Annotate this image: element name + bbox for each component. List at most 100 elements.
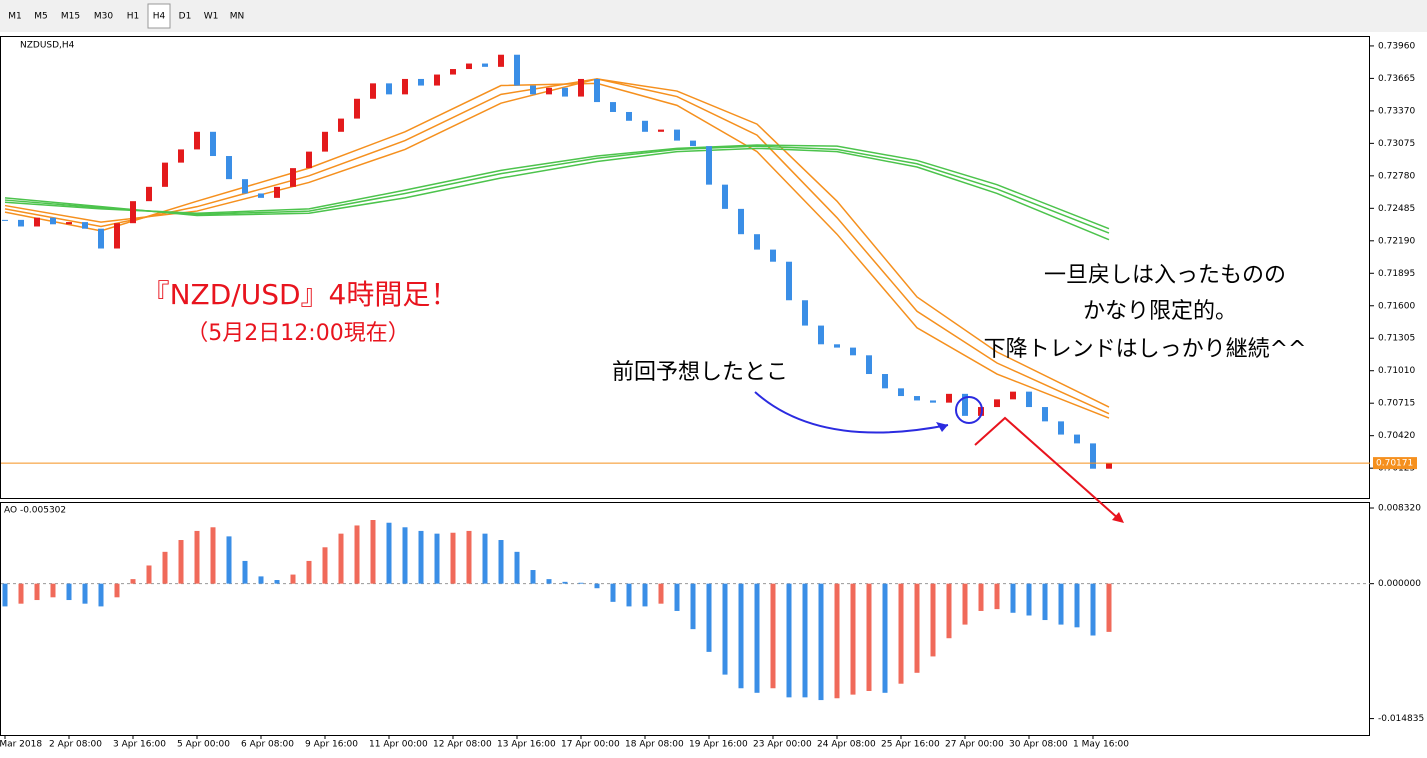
ao-bar	[962, 583, 968, 625]
ao-bar	[370, 520, 376, 584]
candle	[1026, 391, 1032, 408]
candle	[114, 223, 120, 249]
ao-bar	[146, 565, 152, 584]
candle	[1010, 391, 1016, 400]
tab-label[interactable]: MN	[230, 12, 245, 22]
ao-bar	[978, 583, 984, 611]
candle	[562, 87, 568, 97]
ao-bar	[274, 580, 280, 584]
ao-bar	[786, 583, 792, 698]
tab[interactable]	[174, 4, 196, 28]
candle	[946, 393, 952, 403]
ao-bar	[450, 532, 456, 584]
y-tick-label: 0.71305	[1378, 334, 1415, 344]
tab[interactable]	[147, 3, 171, 29]
y-tick-label: 0.71600	[1378, 301, 1415, 311]
tab[interactable]	[89, 4, 118, 28]
tab-label[interactable]: H4	[153, 12, 166, 22]
date-note: （5月2日12:00現在）	[186, 321, 409, 346]
candle	[594, 78, 600, 103]
candle	[546, 87, 552, 95]
ao-bar	[658, 583, 664, 604]
candle	[1106, 463, 1112, 469]
trend-arrow	[974, 416, 1121, 521]
candle	[930, 400, 936, 403]
candle	[1042, 407, 1048, 422]
ao-bar	[530, 570, 536, 584]
ao-bar	[210, 527, 216, 584]
x-tick-label: 6 Apr 08:00	[241, 740, 294, 750]
y-tick-label: 0.72780	[1378, 171, 1415, 181]
y-tick-label: 0.73960	[1378, 41, 1415, 51]
ao-bar	[914, 583, 920, 673]
y-tick-label: 0.72485	[1378, 204, 1415, 214]
ao-bar	[562, 581, 568, 584]
ao-bar	[322, 547, 328, 584]
ao-bar	[482, 533, 488, 584]
candle	[610, 102, 616, 112]
candle	[498, 54, 504, 67]
ao-bar	[466, 530, 472, 584]
y-tick-label: 0.000000	[1378, 579, 1421, 589]
ao-bar	[882, 583, 888, 693]
candle	[50, 217, 56, 225]
tab-label[interactable]: M15	[61, 12, 80, 22]
ao-bar	[434, 533, 440, 584]
y-tick-label: 0.008320	[1378, 504, 1421, 514]
tab[interactable]	[30, 4, 52, 28]
candle	[898, 388, 904, 397]
tab-label[interactable]: W1	[204, 12, 219, 22]
tab[interactable]	[122, 4, 144, 28]
x-tick-label: 3 Apr 16:00	[113, 740, 166, 750]
candle	[770, 249, 776, 262]
candle	[786, 261, 792, 301]
tab-label[interactable]: H1	[127, 12, 140, 22]
ao-bar	[418, 530, 424, 584]
x-tick-label: 12 Apr 08:00	[433, 740, 492, 750]
moving-average	[4, 144, 1110, 230]
ao-panel	[0, 502, 1370, 736]
x-tick-label: 11 Apr 00:00	[369, 740, 428, 750]
ao-bar	[130, 579, 136, 584]
candle	[130, 201, 136, 224]
timeframe-tabs: M1 M5 M15 M30 H1 H4 D1 W1 MN	[4, 3, 248, 29]
candle	[322, 131, 328, 152]
candle	[354, 98, 360, 119]
prediction-note: 前回予想したとこ	[612, 360, 788, 385]
ao-bar	[946, 583, 952, 639]
tab-label[interactable]: M1	[8, 12, 22, 22]
ao-bar	[818, 583, 824, 701]
candle	[18, 219, 24, 227]
candle	[658, 129, 664, 132]
tab[interactable]	[4, 4, 26, 28]
tab[interactable]	[226, 4, 248, 28]
ao-bar	[194, 530, 200, 584]
tab-label[interactable]: M5	[34, 12, 48, 22]
ao-bar	[642, 583, 648, 607]
candle	[690, 140, 696, 147]
ao-bar	[306, 560, 312, 584]
candle	[466, 63, 472, 70]
candle	[242, 179, 248, 194]
candle	[914, 396, 920, 401]
ao-bar	[866, 583, 872, 691]
candle	[386, 83, 392, 95]
arrow-head	[1112, 512, 1124, 523]
candle	[994, 399, 1000, 408]
ao-bar	[178, 540, 184, 584]
ao-bar	[1074, 583, 1080, 628]
moving-average	[4, 145, 1110, 234]
candle	[818, 325, 824, 345]
tab[interactable]	[56, 4, 85, 28]
tab-label[interactable]: D1	[179, 12, 192, 22]
y-tick-label: 0.73370	[1378, 106, 1415, 116]
ao-bar	[66, 583, 72, 601]
ao-bar	[354, 525, 360, 584]
tab[interactable]	[200, 4, 222, 28]
y-tick-label: 0.71010	[1378, 366, 1415, 376]
x-tick-label: 2 Apr 08:00	[49, 740, 102, 750]
ao-bar	[994, 583, 1000, 610]
y-tick-label: 0.72190	[1378, 236, 1415, 246]
tab-label[interactable]: M30	[94, 12, 113, 22]
ao-bar	[674, 583, 680, 611]
